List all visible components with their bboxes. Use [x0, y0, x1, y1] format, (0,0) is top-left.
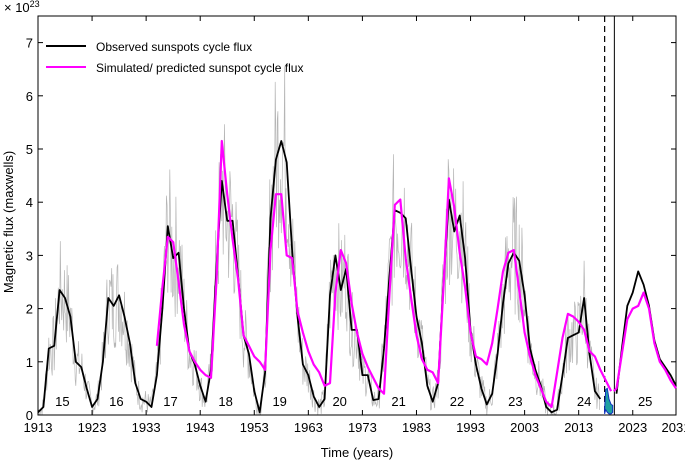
x-tick-label: 1923 — [78, 420, 107, 435]
x-tick-label: 1973 — [348, 420, 377, 435]
x-tick-label: 2013 — [564, 420, 593, 435]
prediction-band — [604, 387, 614, 415]
cycle-number-label: 23 — [508, 394, 522, 409]
cycle-number-label: 19 — [272, 394, 286, 409]
simulated-flux-line — [613, 291, 677, 392]
x-tick-label: 1953 — [240, 420, 269, 435]
vertical-markers — [604, 16, 615, 415]
legend-label: Observed sunspots cycle flux — [96, 40, 252, 54]
exponent-power: 23 — [30, 0, 40, 9]
x-tick-label: 1933 — [132, 420, 161, 435]
y-tick-label: 2 — [26, 302, 33, 317]
series-lines — [37, 139, 677, 414]
y-tick-label: 7 — [26, 36, 33, 51]
x-axis-label: Time (years) — [321, 445, 393, 460]
y-tick-label: 5 — [26, 142, 33, 157]
x-tick-label: 1963 — [294, 420, 323, 435]
observed-flux-line — [37, 140, 602, 414]
simulated-flux-line — [155, 139, 613, 409]
y-tick-label: 6 — [26, 89, 33, 104]
exponent-base: × 10 — [4, 0, 30, 15]
legend-label: Simulated/ predicted sunspot cycle flux — [96, 61, 303, 75]
uncertainty-band — [604, 387, 614, 415]
exponent-label: × 1023 — [4, 0, 40, 15]
x-tick-label: 2031 — [662, 420, 685, 435]
cycle-number-label: 18 — [218, 394, 232, 409]
x-tick-label: 2023 — [618, 420, 647, 435]
x-tick-label: 1983 — [402, 420, 431, 435]
y-axis-label: Magnetic flux (maxwells) — [1, 151, 16, 293]
x-tick-label: 1943 — [186, 420, 215, 435]
legend: Observed sunspots cycle flux Simulated/ p… — [46, 40, 303, 75]
y-tick-label: 0 — [26, 408, 33, 423]
cycle-number-label: 24 — [577, 394, 591, 409]
tick-labels: 1913 1923 1933 1943 1953 1963 1973 1983 1993 2003… — [24, 36, 685, 435]
cycle-number-label: 20 — [332, 394, 346, 409]
y-tick-label: 3 — [26, 248, 33, 263]
cycle-number-label: 21 — [391, 394, 405, 409]
cycle-number-label: 16 — [109, 394, 123, 409]
cycle-number-label: 17 — [163, 394, 177, 409]
x-tick-label: 1993 — [456, 420, 485, 435]
y-tick-label: 4 — [26, 195, 33, 210]
raw-flux-noise — [37, 66, 600, 416]
axes — [37, 15, 677, 416]
cycle-number-label: 25 — [638, 394, 652, 409]
cycle-labels: 15 16 17 18 19 20 21 22 23 24 25 — [55, 394, 652, 409]
cycle-number-label: 15 — [55, 394, 69, 409]
observed-flux-line — [615, 270, 677, 394]
x-tick-label: 1913 — [24, 420, 53, 435]
x-tick-label: 2003 — [510, 420, 539, 435]
y-tick-label: 1 — [26, 355, 33, 370]
plot-frame — [37, 15, 677, 416]
raw-flux-trace — [37, 66, 600, 416]
cycle-number-label: 22 — [450, 394, 464, 409]
